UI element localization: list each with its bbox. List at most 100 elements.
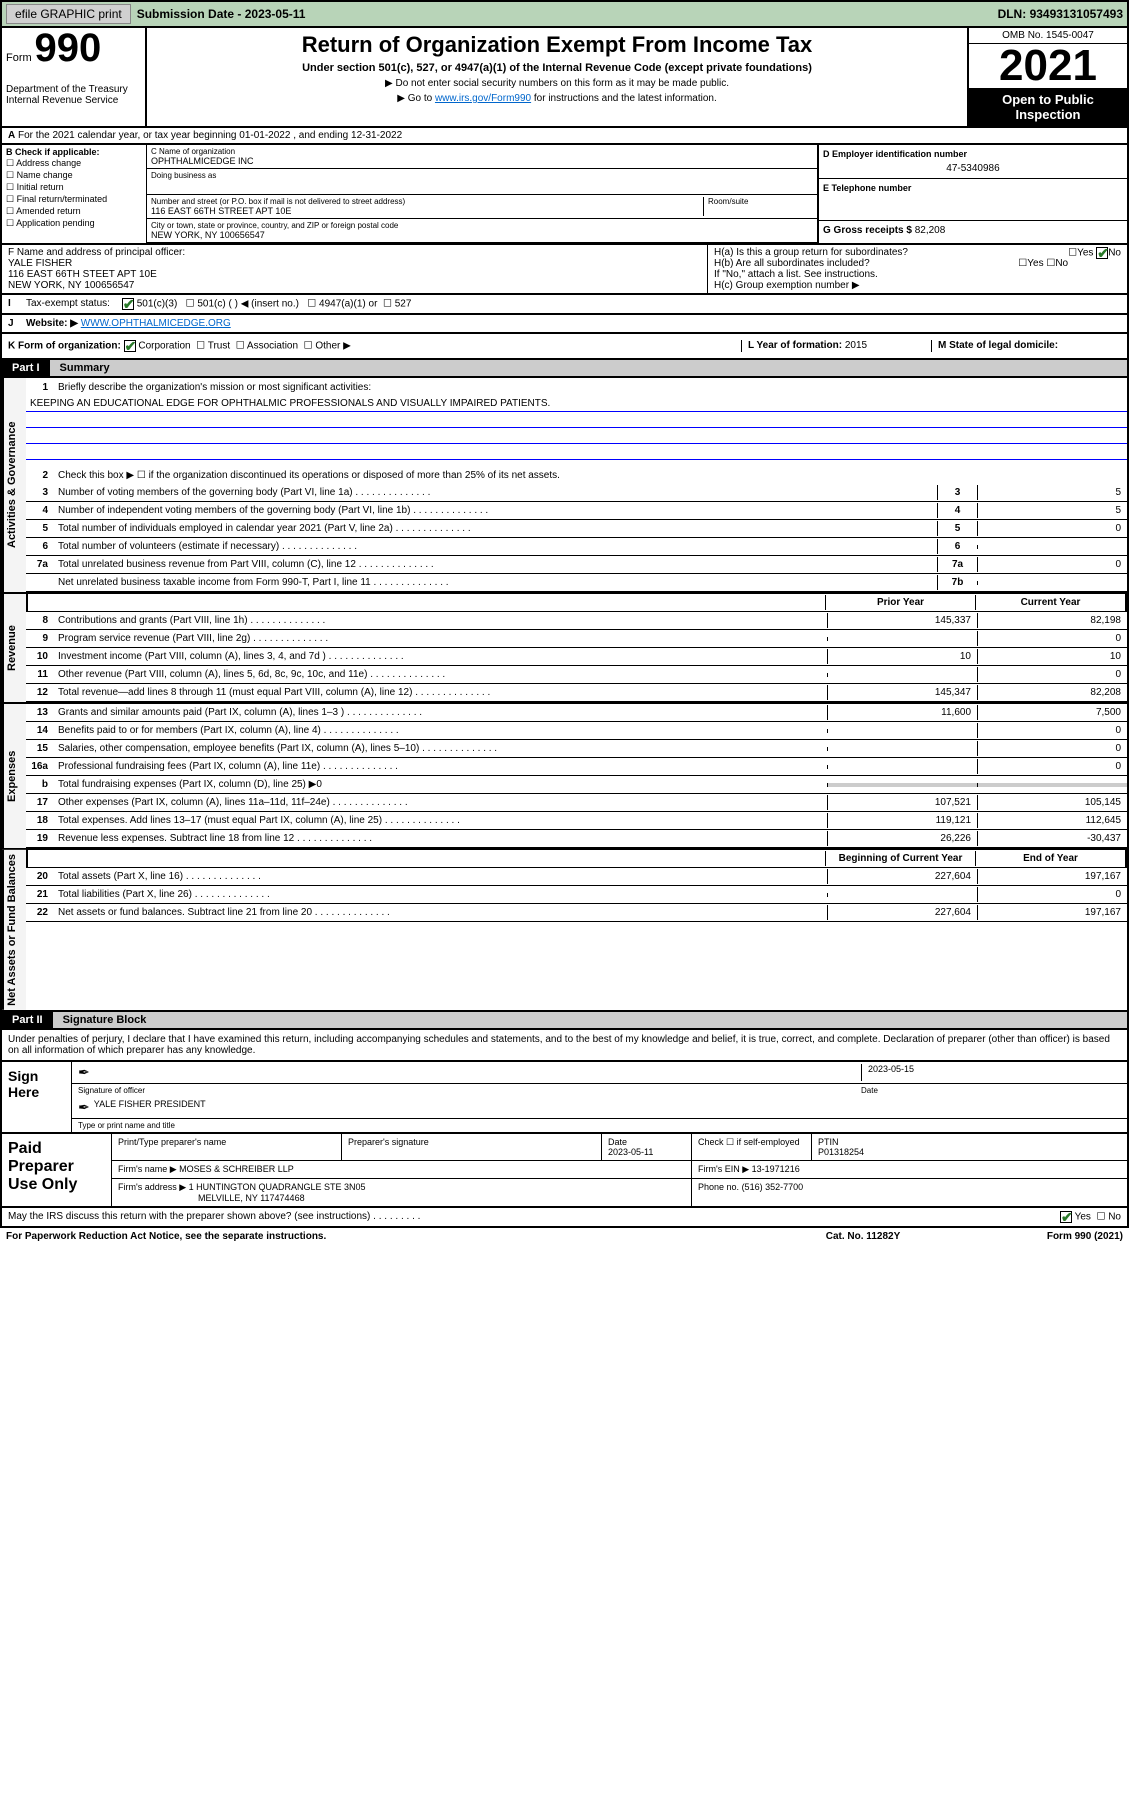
f-label: F Name and address of principal officer:: [8, 247, 701, 258]
irs-link[interactable]: www.irs.gov/Form990: [435, 93, 531, 104]
form-number: 990: [34, 26, 101, 70]
dept: Department of the Treasury: [6, 84, 141, 95]
footer: For Paperwork Reduction Act Notice, see …: [0, 1228, 1129, 1245]
addr: 116 EAST 66TH STREET APT 10E: [151, 206, 703, 216]
ein: 47-5340986: [823, 163, 1123, 174]
may-discuss: May the IRS discuss this return with the…: [0, 1208, 1129, 1228]
eoy-hdr: End of Year: [975, 851, 1125, 866]
tax-year: 2021: [969, 44, 1127, 88]
c-name-label: C Name of organization: [151, 147, 813, 156]
tab-revenue: Revenue: [2, 594, 26, 702]
line-4: 4Number of independent voting members of…: [26, 502, 1127, 520]
b-label: B Check if applicable:: [6, 147, 100, 157]
tab-activities: Activities & Governance: [2, 378, 26, 592]
prep-date: 2023-05-11: [608, 1147, 653, 1157]
exp-14: 14Benefits paid to or for members (Part …: [26, 722, 1127, 740]
officer-name: YALE FISHER: [8, 258, 701, 269]
irs: Internal Revenue Service: [6, 95, 141, 106]
org-name: OPHTHALMICEDGE INC: [151, 156, 813, 166]
form-title: Return of Organization Exempt From Incom…: [151, 32, 963, 58]
line-6: 6Total number of volunteers (estimate if…: [26, 538, 1127, 556]
prior-year-hdr: Prior Year: [825, 595, 975, 610]
hb-note: If "No," attach a list. See instructions…: [714, 269, 1121, 280]
chk-pending[interactable]: ☐ Application pending: [6, 218, 142, 229]
chk-initial[interactable]: ☐ Initial return: [6, 182, 142, 193]
exp-16a: 16aProfessional fundraising fees (Part I…: [26, 758, 1127, 776]
ha-no-check[interactable]: [1096, 247, 1108, 259]
summary-netassets: Net Assets or Fund Balances Beginning of…: [0, 850, 1129, 1012]
note2: ▶ Go to www.irs.gov/Form990 for instruct…: [151, 93, 963, 104]
subdate-label: Submission Date -: [137, 7, 245, 21]
row-k: K Form of organization: Corporation ☐ Tr…: [0, 334, 1129, 360]
exp-15: 15Salaries, other compensation, employee…: [26, 740, 1127, 758]
chk-name[interactable]: ☐ Name change: [6, 170, 142, 181]
website-link[interactable]: WWW.OPHTHALMICEDGE.ORG: [81, 318, 231, 329]
cat-no: Cat. No. 11282Y: [763, 1231, 963, 1242]
entity-block: B Check if applicable: ☐ Address change …: [0, 145, 1129, 245]
summary-revenue: Revenue Prior YearCurrent Year 8Contribu…: [0, 594, 1129, 704]
chk-address[interactable]: ☐ Address change: [6, 158, 142, 169]
row-a: A For the 2021 calendar year, or tax yea…: [0, 128, 1129, 145]
tab-expenses: Expenses: [2, 704, 26, 848]
rev-12: 12Total revenue—add lines 8 through 11 (…: [26, 684, 1127, 702]
i-label: Tax-exempt status:: [26, 298, 110, 310]
prep-sig-hdr: Preparer's signature: [342, 1134, 602, 1160]
officer-addr1: 116 EAST 66TH STEET APT 10E: [8, 269, 701, 280]
subdate: 2023-05-11: [245, 7, 306, 21]
j-label: Website: ▶: [26, 318, 78, 329]
may-yes-check[interactable]: [1060, 1211, 1072, 1223]
rev-8: 8Contributions and grants (Part VIII, li…: [26, 612, 1127, 630]
form-subtitle: Under section 501(c), 527, or 4947(a)(1)…: [151, 62, 963, 74]
chk-501c3[interactable]: [122, 298, 134, 310]
firm-name: MOSES & SCHREIBER LLP: [179, 1164, 294, 1174]
rev-9: 9Program service revenue (Part VIII, lin…: [26, 630, 1127, 648]
prep-selfemp: Check ☐ if self-employed: [692, 1134, 812, 1160]
m-label: M State of legal domicile:: [938, 340, 1058, 351]
ptin: P01318254: [818, 1147, 864, 1157]
firm-ein: 13-1971216: [752, 1164, 800, 1174]
firm-addr1: 1 HUNTINGTON QUADRANGLE STE 3N05: [189, 1182, 366, 1192]
name-label: Type or print name and title: [72, 1119, 1127, 1132]
line1-text: Briefly describe the organization's miss…: [54, 380, 1127, 395]
line-7b: Net unrelated business taxable income fr…: [26, 574, 1127, 592]
form-header: Form 990 Department of the Treasury Inte…: [0, 28, 1129, 128]
city-label: City or town, state or province, country…: [151, 221, 813, 230]
part2-header: Part II Signature Block: [0, 1012, 1129, 1030]
summary-activities: Activities & Governance 1Briefly describ…: [0, 378, 1129, 594]
row-i: I Tax-exempt status: 501(c)(3) ☐ 501(c) …: [0, 295, 1129, 315]
ha-label: H(a) Is this a group return for subordin…: [714, 247, 908, 258]
l-label: L Year of formation:: [748, 340, 845, 351]
row-fh: F Name and address of principal officer:…: [0, 245, 1129, 295]
rev-10: 10Investment income (Part VIII, column (…: [26, 648, 1127, 666]
summary-expenses: Expenses 13Grants and similar amounts pa…: [0, 704, 1129, 850]
current-year-hdr: Current Year: [975, 595, 1125, 610]
sign-date: 2023-05-15: [861, 1064, 1121, 1081]
open-inspection: Open to Public Inspection: [969, 88, 1127, 126]
firm-addr2: MELVILLE, NY 117474468: [198, 1193, 305, 1203]
sign-here: Sign Here ✒2023-05-15 Signature of offic…: [0, 1062, 1129, 1134]
line-5: 5Total number of individuals employed in…: [26, 520, 1127, 538]
chk-amended[interactable]: ☐ Amended return: [6, 206, 142, 217]
chk-final[interactable]: ☐ Final return/terminated: [6, 194, 142, 205]
addr-label: Number and street (or P.O. box if mail i…: [151, 197, 703, 206]
officer-addr2: NEW YORK, NY 100656547: [8, 280, 701, 291]
na-22: 22Net assets or fund balances. Subtract …: [26, 904, 1127, 922]
dln-label: DLN:: [998, 7, 1030, 21]
efile-button[interactable]: efile GRAPHIC print: [6, 4, 131, 24]
exp-18: 18Total expenses. Add lines 13–17 (must …: [26, 812, 1127, 830]
part1-header: Part I Summary: [0, 360, 1129, 378]
date-label: Date: [861, 1086, 1121, 1095]
sig-text: Under penalties of perjury, I declare th…: [0, 1030, 1129, 1062]
chk-corp[interactable]: [124, 340, 136, 352]
form-foot: Form 990 (2021): [963, 1231, 1123, 1242]
mission: KEEPING AN EDUCATIONAL EDGE FOR OPHTHALM…: [26, 396, 1127, 412]
prep-name-hdr: Print/Type preparer's name: [112, 1134, 342, 1160]
d-label: D Employer identification number: [823, 149, 1123, 159]
hc-label: H(c) Group exemption number ▶: [714, 280, 1121, 291]
room-label: Room/suite: [708, 197, 813, 206]
line-3: 3Number of voting members of the governi…: [26, 484, 1127, 502]
e-label: E Telephone number: [823, 183, 1123, 193]
form-label: Form: [6, 52, 32, 64]
dba-label: Doing business as: [151, 171, 813, 180]
na-21: 21Total liabilities (Part X, line 26)0: [26, 886, 1127, 904]
